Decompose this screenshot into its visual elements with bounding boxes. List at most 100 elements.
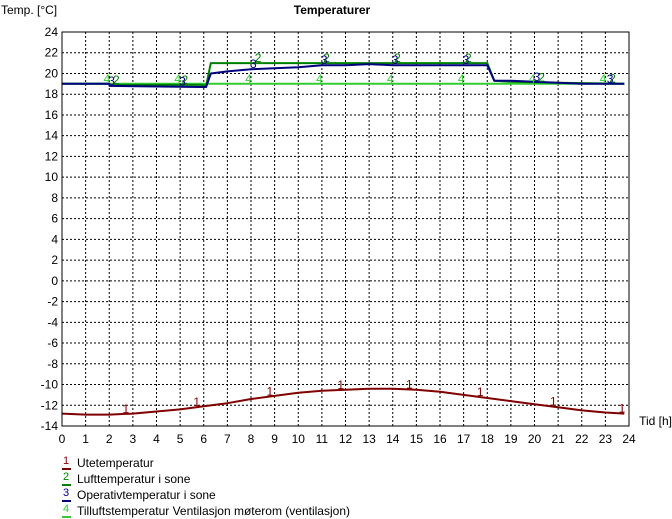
series-marker-3: 3 — [607, 72, 614, 86]
series-marker-4: 4 — [245, 72, 252, 86]
legend-swatch-1: 1 — [62, 455, 71, 470]
y-tick-label: -12 — [41, 398, 59, 412]
series-marker-1: 1 — [477, 385, 484, 399]
series-marker-1: 1 — [193, 395, 200, 409]
x-axis-title: Tid [h] — [639, 414, 672, 428]
x-tick-label: 6 — [200, 432, 207, 446]
x-tick-label: 3 — [130, 432, 137, 446]
series-marker-2: 2 — [394, 51, 401, 65]
legend-marker-1: 1 — [63, 455, 70, 467]
y-tick-label: 20 — [45, 66, 59, 80]
legend-label-4: Tilluftstemperatur Ventilasjon møterom (… — [77, 504, 350, 518]
x-tick-label: 21 — [551, 432, 565, 446]
series-marker-3: 3 — [321, 53, 328, 67]
series-marker-1: 1 — [337, 378, 344, 392]
x-tick-label: 7 — [224, 432, 231, 446]
y-tick-label: 6 — [51, 212, 58, 226]
y-tick-label: 24 — [45, 25, 59, 39]
grid-lines — [62, 32, 629, 426]
x-tick-label: 22 — [575, 432, 589, 446]
series-marker-1: 1 — [619, 401, 626, 415]
y-tick-label: -2 — [47, 295, 58, 309]
chart-title: Temperaturer — [294, 3, 371, 17]
plot-frame — [61, 31, 630, 427]
x-tick-label: 17 — [457, 432, 471, 446]
legend-swatch-2: 2 — [62, 471, 71, 486]
x-tick-label: 11 — [316, 432, 329, 446]
x-tick-label: 15 — [410, 432, 424, 446]
legend-label-2: Lufttemperatur i sone — [77, 472, 191, 486]
tick-labels: 0 1 2 3 4 5 6 7 8 9 10 11 12 13 14 15 16 17 18 19 20 21 22 23 24… — [41, 25, 636, 446]
legend-line-2 — [62, 484, 71, 486]
y-tick-label: 22 — [45, 46, 59, 60]
series-marker-3: 3 — [463, 53, 470, 67]
y-tick-label: 2 — [51, 253, 58, 267]
legend-swatch-4: 4 — [62, 503, 71, 518]
series-marker-4: 4 — [174, 72, 181, 86]
series-marker-3: 3 — [392, 53, 399, 67]
x-tick-label: 19 — [504, 432, 518, 446]
series-marker-1: 1 — [122, 402, 129, 416]
y-tick-label: 10 — [45, 170, 59, 184]
series-marker-2: 2 — [609, 72, 616, 86]
y-tick-label: 16 — [45, 108, 59, 122]
series-marker-1: 1 — [267, 385, 274, 399]
series-marker-1: 1 — [550, 395, 557, 409]
x-tick-label: 2 — [106, 432, 113, 446]
y-tick-label: 12 — [45, 149, 59, 163]
x-tick-label: 0 — [59, 432, 66, 446]
legend-marker-2: 2 — [63, 471, 70, 483]
y-tick-label: -10 — [41, 378, 59, 392]
series-line-3 — [62, 63, 625, 88]
y-tick-label: 0 — [51, 274, 58, 288]
series-marker-2: 2 — [182, 73, 189, 87]
series-marker-4: 4 — [458, 72, 465, 86]
x-tick-label: 4 — [153, 432, 160, 446]
series-marker-4: 4 — [104, 72, 111, 86]
series-marker-2: 2 — [465, 51, 472, 65]
series-marker-1: 1 — [406, 377, 413, 391]
series-marker-2: 2 — [538, 70, 545, 84]
legend-line-4 — [62, 516, 71, 518]
x-tick-label: 18 — [481, 432, 495, 446]
legend-line-3 — [62, 500, 71, 502]
y-tick-label: 18 — [45, 87, 59, 101]
x-tick-label: 1 — [82, 432, 89, 446]
series-marker-3: 3 — [179, 75, 186, 89]
y-tick-label: 14 — [45, 129, 59, 143]
series-lines — [61, 62, 625, 416]
y-tick-label: 8 — [51, 191, 58, 205]
series-marker-2: 2 — [323, 51, 330, 65]
series-marker-4: 4 — [387, 72, 394, 86]
x-tick-label: 9 — [271, 432, 278, 446]
legend-marker-4: 4 — [63, 503, 70, 515]
series-marker-4: 4 — [316, 72, 323, 86]
x-tick-label: 10 — [292, 432, 306, 446]
x-tick-label: 14 — [386, 432, 400, 446]
series-marker-3: 3 — [534, 70, 541, 84]
series-marker-4: 4 — [529, 72, 536, 86]
series-marker-3: 3 — [108, 74, 115, 88]
y-tick-label: -8 — [47, 357, 58, 371]
legend-swatch-3: 3 — [62, 487, 71, 502]
y-tick-label: 4 — [51, 232, 58, 246]
legend-line-1 — [62, 468, 71, 470]
x-tick-label: 24 — [622, 432, 636, 446]
y-tick-label: -6 — [47, 336, 58, 350]
legend-marker-3: 3 — [63, 487, 70, 499]
series-marker-4: 4 — [600, 72, 607, 86]
legend-label-1: Utetemperatur — [77, 456, 154, 470]
x-tick-label: 20 — [528, 432, 542, 446]
series-marker-2: 2 — [113, 73, 120, 87]
series-markers: 1 11 1 111 12 22 2 2 22 23 33 3 3 33 34 4 4 4 4 4 4 4 — [104, 51, 626, 416]
y-axis-title: Temp. [°C] — [1, 3, 57, 17]
x-tick-label: 5 — [177, 432, 184, 446]
series-marker-3: 3 — [250, 57, 257, 71]
legend-label-3: Operativtemperatur i sone — [77, 488, 216, 502]
x-tick-label: 23 — [599, 432, 613, 446]
x-tick-label: 12 — [339, 432, 353, 446]
x-tick-label: 8 — [248, 432, 255, 446]
series-line-1 — [61, 387, 625, 416]
